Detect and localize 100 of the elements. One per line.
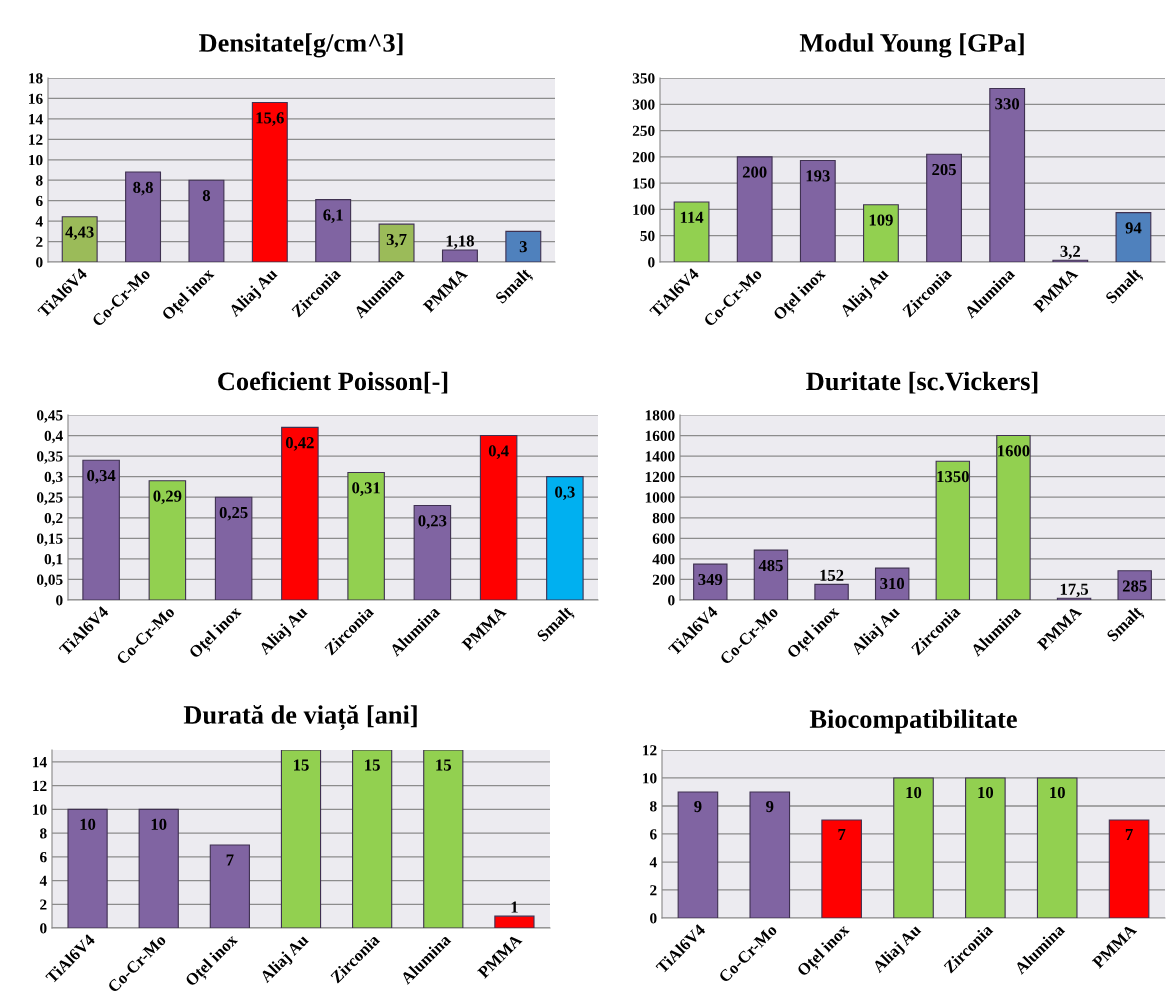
chart-title: Densitate[g/cm^3] [199, 33, 403, 58]
bar [996, 435, 1031, 600]
data-label: 10 [906, 786, 922, 799]
data-label: 8,8 [133, 181, 153, 196]
bar [251, 101, 288, 262]
y-tick-label: 10 [29, 154, 43, 166]
data-label: 200 [742, 166, 767, 178]
data-label: 3,2 [1060, 245, 1081, 260]
data-label: 109 [869, 214, 893, 226]
data-label: 6,1 [323, 209, 343, 223]
y-tick-label: 8 [36, 175, 43, 186]
data-label: 8 [202, 189, 211, 202]
y-tick-label: 0 [648, 257, 655, 268]
data-label: 3,7 [386, 233, 407, 248]
y-tick-label: 1200 [645, 471, 675, 483]
x-tick-label: Oțel inox [188, 604, 245, 662]
y-tick-label: 1000 [645, 492, 675, 503]
bar [1115, 212, 1152, 262]
data-label: 10 [978, 786, 994, 799]
data-label: 10 [80, 818, 96, 830]
data-label: 193 [806, 170, 830, 182]
bar [138, 808, 179, 928]
bar [423, 750, 464, 928]
bar [281, 426, 319, 600]
chart-title: Biocompatibilitate [809, 709, 1017, 734]
data-label: 10 [1050, 786, 1065, 799]
bar [61, 216, 98, 262]
data-label: 7 [226, 854, 234, 866]
bar [479, 435, 518, 600]
bar [413, 504, 452, 600]
y-tick-label: 14 [33, 757, 47, 768]
y-tick-label: 4 [39, 875, 47, 886]
data-label: 0,31 [352, 482, 380, 496]
y-tick-label: 18 [29, 73, 43, 84]
bar [1036, 777, 1078, 918]
bar [935, 460, 971, 600]
y-tick-label: 0,4 [44, 430, 63, 444]
data-label: 9 [694, 800, 702, 813]
y-tick-label: 0,2 [44, 512, 63, 526]
data-label: 1 [511, 901, 518, 913]
bar [814, 583, 849, 600]
bar [280, 750, 322, 928]
y-tick-label: 1400 [645, 451, 675, 462]
x-tick-label: Oțel inox [160, 266, 218, 324]
data-label: 205 [932, 163, 956, 176]
data-label: 7 [1125, 829, 1133, 840]
bar [749, 791, 791, 918]
y-tick-label: 0,25 [36, 492, 63, 505]
bar [1117, 570, 1152, 600]
y-tick-label: 16 [29, 93, 43, 104]
data-label: 0,29 [153, 490, 182, 505]
y-tick-label: 0 [650, 913, 657, 924]
y-tick-label: 1800 [645, 410, 675, 421]
bar [863, 204, 899, 262]
y-tick-label: 200 [632, 152, 655, 163]
data-label: 17,5 [1060, 583, 1089, 598]
data-label: 10 [151, 818, 167, 830]
x-tick-label: Oțel inox [772, 266, 829, 324]
bar [209, 844, 250, 928]
data-label: 152 [820, 569, 844, 581]
data-label: 0,4 [488, 445, 509, 459]
y-tick-label: 4 [649, 857, 657, 868]
data-label: 0,3 [555, 486, 575, 501]
bar [125, 171, 162, 262]
data-label: 0,34 [87, 469, 116, 484]
bar [736, 156, 773, 262]
y-tick-label: 6 [650, 829, 657, 840]
chart-title: Duritate [sc.Vickers] [806, 371, 1038, 394]
chart-title: Coeficient Poisson[-] [218, 371, 448, 394]
bar [505, 230, 542, 262]
y-tick-label: 0,35 [36, 451, 63, 464]
y-tick-label: 12 [33, 780, 47, 791]
y-tick-label: 2 [36, 236, 43, 247]
bar [82, 459, 120, 600]
y-tick-label: 0 [56, 595, 63, 606]
y-tick-label: 10 [643, 773, 657, 784]
data-label: 285 [1122, 580, 1147, 592]
data-label: 0,42 [285, 437, 314, 451]
bar [188, 179, 225, 262]
y-tick-label: 14 [29, 114, 43, 125]
bar [67, 808, 108, 928]
data-label: 310 [880, 577, 905, 590]
y-tick-label: 150 [633, 178, 655, 189]
x-tick-label: Oțel inox [796, 922, 853, 980]
data-label: 0,23 [418, 515, 447, 529]
y-tick-label: 1600 [645, 430, 675, 442]
y-tick-label: 0 [40, 923, 47, 934]
y-tick-label: 0,3 [44, 471, 63, 485]
y-tick-label: 0,15 [36, 533, 63, 546]
bar [893, 777, 934, 918]
bar [677, 791, 719, 918]
data-label: 1600 [998, 445, 1030, 457]
y-tick-label: 12 [29, 134, 43, 145]
chart-title: Modul Young [GPa] [799, 33, 1024, 58]
data-label: 15 [365, 759, 380, 771]
bar [1108, 819, 1150, 918]
data-label: 7 [838, 829, 846, 840]
y-tick-label: 0 [668, 595, 675, 606]
data-label: 114 [680, 211, 704, 223]
data-label: 1,18 [446, 235, 474, 249]
